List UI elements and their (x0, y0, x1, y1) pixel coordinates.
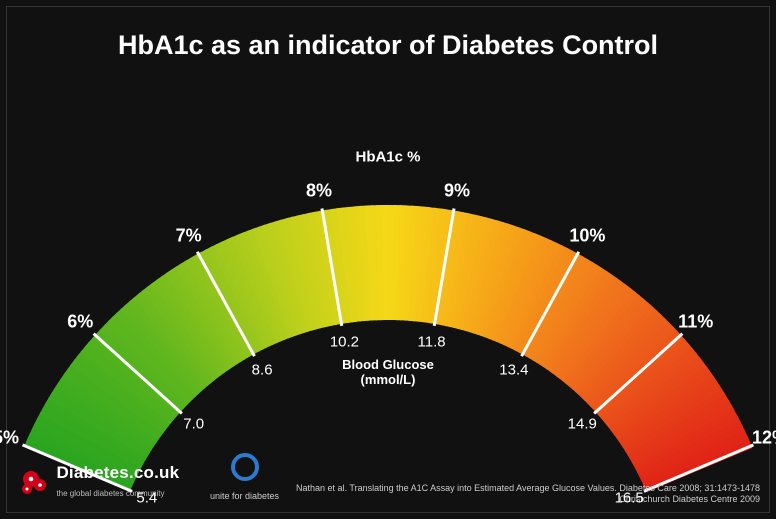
hba1c-label: 5% (0, 427, 19, 448)
hba1c-label: 11% (678, 311, 713, 332)
logo-diabetes-icon (20, 468, 48, 496)
citation-line-1: Nathan et al. Translating the A1C Assay … (296, 483, 760, 494)
axis-bottom-label: Blood Glucose(mmol/L) (342, 357, 434, 387)
glucose-label: 16.5 (615, 489, 644, 506)
logo-unite-for-diabetes: unite for diabetes (210, 450, 279, 501)
unite-ring-icon (228, 450, 262, 484)
logo-unite-caption: unite for diabetes (210, 491, 279, 501)
glucose-label: 5.4 (136, 489, 157, 506)
logo-diabetes-text: Diabetes.co.uk (56, 463, 179, 482)
citation-block: Nathan et al. Translating the A1C Assay … (296, 483, 760, 506)
axis-top-label: HbA1c % (355, 149, 420, 166)
citation-line-2: Christchurch Diabetes Centre 2009 (296, 494, 760, 505)
glucose-label: 7.0 (183, 416, 204, 433)
hba1c-label: 6% (67, 311, 93, 332)
hba1c-label: 12% (752, 427, 776, 448)
hba1c-label: 9% (444, 180, 470, 201)
glucose-label: 14.9 (568, 416, 597, 433)
glucose-label: 8.6 (252, 362, 273, 379)
glucose-label: 11.8 (418, 333, 446, 350)
hba1c-label: 10% (569, 226, 605, 247)
hba1c-label: 8% (306, 180, 332, 201)
hba1c-label: 7% (176, 226, 202, 247)
glucose-label: 10.2 (330, 333, 359, 350)
glucose-label: 13.4 (499, 362, 528, 379)
